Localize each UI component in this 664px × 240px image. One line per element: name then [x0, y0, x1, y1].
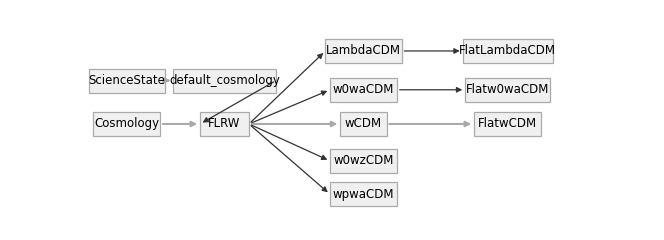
Text: default_cosmology: default_cosmology — [169, 74, 280, 87]
FancyBboxPatch shape — [200, 112, 249, 136]
Text: wpwaCDM: wpwaCDM — [333, 188, 394, 201]
Text: wCDM: wCDM — [345, 117, 382, 131]
FancyBboxPatch shape — [173, 69, 276, 93]
FancyBboxPatch shape — [330, 182, 397, 206]
Text: Flatw0waCDM: Flatw0waCDM — [466, 83, 549, 96]
Text: FLRW: FLRW — [208, 117, 241, 131]
Text: w0wzCDM: w0wzCDM — [333, 154, 394, 168]
FancyBboxPatch shape — [474, 112, 541, 136]
FancyBboxPatch shape — [341, 112, 386, 136]
FancyBboxPatch shape — [93, 112, 160, 136]
Text: ScienceState: ScienceState — [88, 74, 165, 87]
Text: w0waCDM: w0waCDM — [333, 83, 394, 96]
FancyBboxPatch shape — [330, 149, 397, 173]
FancyBboxPatch shape — [325, 39, 402, 63]
FancyBboxPatch shape — [89, 69, 165, 93]
Text: LambdaCDM: LambdaCDM — [326, 44, 401, 57]
Text: FlatLambdaCDM: FlatLambdaCDM — [459, 44, 556, 57]
FancyBboxPatch shape — [330, 78, 397, 102]
FancyBboxPatch shape — [465, 78, 550, 102]
FancyBboxPatch shape — [463, 39, 552, 63]
Text: Cosmology: Cosmology — [94, 117, 159, 131]
Text: FlatwCDM: FlatwCDM — [478, 117, 537, 131]
